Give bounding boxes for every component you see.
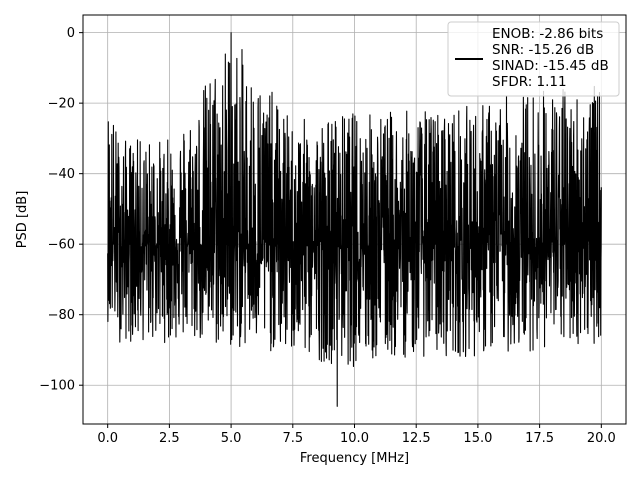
legend-entry-sfdr: SFDR: 1.11 [492, 74, 567, 90]
psd-line [107, 32, 602, 407]
legend: ENOB: -2.86 bits SNR: -15.26 dB SINAD: -… [447, 21, 620, 97]
legend-box [447, 21, 620, 97]
legend-entry-enob: ENOB: -2.86 bits [492, 26, 603, 42]
x-tick-label: 5.0 [221, 431, 242, 446]
x-axis-ticks: 0.0 2.5 5.0 7.5 10.0 12.5 15.0 17.5 20.0 [97, 424, 616, 446]
x-tick-label: 0.0 [97, 431, 118, 446]
psd-series [107, 32, 602, 407]
x-axis-label: Frequency [MHz] [300, 451, 409, 466]
y-tick-label: −20 [48, 97, 75, 112]
x-tick-label: 2.5 [159, 431, 180, 446]
x-tick-label: 10.0 [340, 431, 369, 446]
x-tick-label: 7.5 [282, 431, 303, 446]
x-tick-label: 17.5 [525, 431, 554, 446]
x-tick-label: 12.5 [402, 431, 431, 446]
legend-entry-sinad: SINAD: -15.45 dB [492, 58, 609, 74]
y-tick-label: −100 [39, 379, 75, 394]
legend-entry-snr: SNR: -15.26 dB [492, 42, 594, 58]
y-tick-label: −80 [48, 308, 75, 323]
y-tick-label: −60 [48, 238, 75, 253]
x-tick-label: 20.0 [587, 431, 616, 446]
y-tick-label: −40 [48, 167, 75, 182]
x-tick-label: 15.0 [463, 431, 492, 446]
y-axis-ticks: 0 −20 −40 −60 −80 −100 [39, 26, 83, 394]
y-axis-label: PSD [dB] [15, 191, 30, 249]
y-tick-label: 0 [67, 26, 75, 41]
